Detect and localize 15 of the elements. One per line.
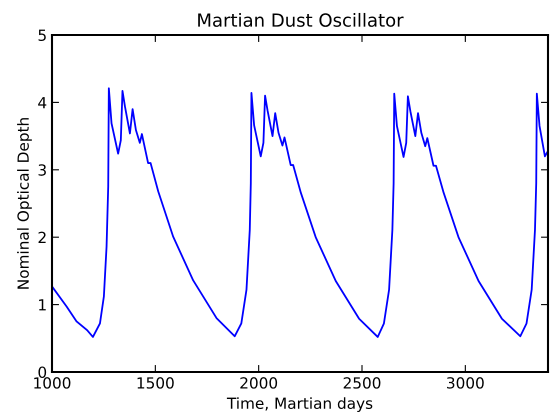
y-axis-title: Nominal Optical Depth: [17, 118, 32, 289]
y-tick-label: 2: [38, 232, 46, 244]
x-tick-label: 1500: [138, 377, 174, 389]
y-tick-label: 1: [39, 299, 46, 310]
y-tick-label: 5: [38, 30, 46, 42]
x-tick-label: 2500: [344, 377, 380, 389]
y-tick-label: 4: [38, 97, 46, 108]
y-tick-label: 3: [38, 164, 46, 176]
x-tick-label: 3000: [447, 377, 484, 389]
x-axis-title: Time, Martian days: [226, 397, 372, 412]
line-series: [52, 87, 548, 338]
x-tick-label: 1000: [34, 377, 70, 389]
chart-title: Martian Dust Oscillator: [198, 12, 404, 27]
x-tick-label: 2000: [240, 377, 278, 389]
y-tick-label: 0: [38, 366, 46, 378]
